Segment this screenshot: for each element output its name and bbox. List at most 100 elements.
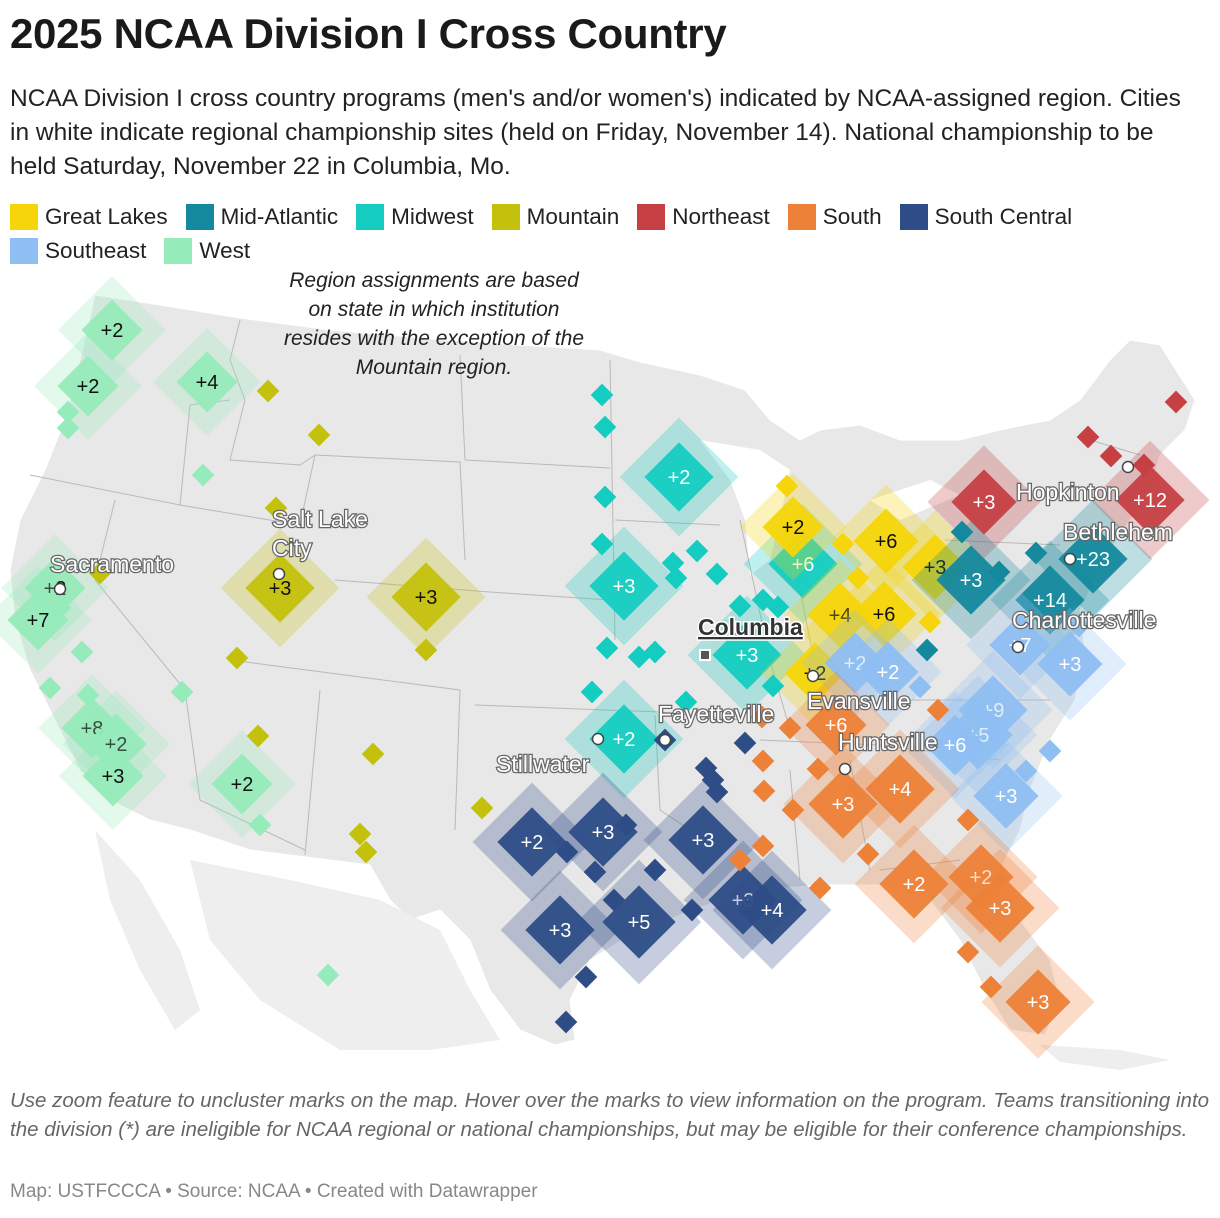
program-marker[interactable]: [908, 675, 932, 699]
program-marker[interactable]: [595, 636, 619, 660]
program-marker[interactable]: [926, 698, 950, 722]
program-marker[interactable]: [778, 716, 802, 740]
program-marker[interactable]: [1038, 739, 1062, 763]
cluster-marker[interactable]: +6: [901, 691, 1009, 799]
program-marker[interactable]: [583, 860, 607, 884]
program-marker[interactable]: [643, 858, 667, 882]
program-marker[interactable]: [750, 705, 774, 729]
program-marker[interactable]: [752, 779, 776, 803]
program-marker[interactable]: [554, 1010, 578, 1034]
program-marker[interactable]: [1164, 390, 1188, 414]
program-marker[interactable]: [316, 963, 340, 987]
program-marker[interactable]: [307, 423, 331, 447]
legend-item[interactable]: Southeast: [10, 238, 146, 264]
program-marker[interactable]: [705, 780, 729, 804]
cluster-marker[interactable]: +2: [188, 730, 296, 838]
program-marker[interactable]: [751, 834, 775, 858]
legend-item[interactable]: West: [164, 238, 250, 264]
program-marker[interactable]: [685, 539, 709, 563]
program-marker[interactable]: [806, 757, 830, 781]
program-marker[interactable]: [775, 474, 799, 498]
program-marker[interactable]: [348, 822, 372, 846]
program-marker[interactable]: [590, 383, 614, 407]
program-marker[interactable]: [574, 965, 598, 989]
program-marker[interactable]: [1014, 759, 1038, 783]
cluster-marker[interactable]: +6: [782, 671, 890, 779]
program-marker[interactable]: [590, 532, 614, 556]
program-marker[interactable]: [643, 640, 667, 664]
cluster-marker[interactable]: +12: [1090, 440, 1210, 560]
legend-item[interactable]: Midwest: [356, 204, 474, 230]
program-marker[interactable]: [761, 674, 785, 698]
program-marker[interactable]: [70, 640, 94, 664]
program-marker[interactable]: [766, 595, 790, 619]
program-marker[interactable]: [664, 566, 688, 590]
program-marker[interactable]: [593, 485, 617, 509]
program-marker[interactable]: [593, 415, 617, 439]
cluster-marker[interactable]: +2: [834, 618, 942, 726]
program-marker[interactable]: [354, 840, 378, 864]
cluster-marker[interactable]: +3: [543, 772, 663, 892]
program-marker[interactable]: [1132, 453, 1156, 477]
program-marker[interactable]: [956, 808, 980, 832]
cluster-marker[interactable]: +3: [940, 848, 1060, 968]
program-marker[interactable]: [88, 561, 112, 585]
cluster-marker[interactable]: +3: [59, 722, 167, 830]
program-marker[interactable]: [808, 876, 832, 900]
program-marker[interactable]: [915, 638, 939, 662]
legend-item[interactable]: Mountain: [491, 204, 619, 230]
program-marker[interactable]: [555, 840, 579, 864]
program-marker[interactable]: [470, 796, 494, 820]
program-marker[interactable]: [264, 496, 288, 520]
program-marker[interactable]: [987, 560, 1011, 584]
program-marker[interactable]: [705, 562, 729, 586]
program-marker[interactable]: [614, 813, 638, 837]
legend-item[interactable]: Northeast: [637, 204, 770, 230]
cluster-marker[interactable]: +4: [840, 729, 960, 849]
program-marker[interactable]: [602, 888, 626, 912]
program-marker[interactable]: [674, 690, 698, 714]
program-marker[interactable]: [918, 610, 942, 634]
program-marker[interactable]: [256, 379, 280, 403]
program-marker[interactable]: [680, 898, 704, 922]
program-marker[interactable]: [733, 731, 757, 755]
cluster-marker[interactable]: +2: [619, 417, 739, 537]
program-marker[interactable]: [781, 798, 805, 822]
legend-item[interactable]: South: [787, 204, 882, 230]
cluster-marker[interactable]: +3: [564, 526, 684, 646]
program-markers[interactable]: +2+2+4+2+7+8+2+3+2+3+3+2+3+6+3+2+2+6+3+4…: [0, 276, 1210, 1059]
cluster-marker[interactable]: +3: [500, 870, 620, 990]
legend-item[interactable]: Mid-Atlantic: [185, 204, 338, 230]
program-marker[interactable]: [728, 594, 752, 618]
program-marker[interactable]: [831, 532, 855, 556]
program-marker[interactable]: [846, 566, 870, 590]
cluster-marker[interactable]: +3: [643, 780, 763, 900]
cluster-marker[interactable]: +2: [854, 824, 974, 944]
cluster-marker[interactable]: +2: [58, 276, 166, 384]
cluster-marker[interactable]: +2: [564, 679, 684, 799]
program-marker[interactable]: [856, 842, 880, 866]
program-marker[interactable]: [580, 680, 604, 704]
cluster-marker[interactable]: +3: [220, 528, 340, 648]
legend-item[interactable]: Great Lakes: [10, 204, 168, 230]
program-marker[interactable]: [1024, 541, 1048, 565]
cluster-marker[interactable]: +4: [153, 328, 261, 436]
program-marker[interactable]: [956, 940, 980, 964]
program-marker[interactable]: [950, 520, 974, 544]
legend-item[interactable]: South Central: [899, 204, 1072, 230]
cluster-marker[interactable]: +3: [366, 537, 486, 657]
cluster-marker[interactable]: +2: [472, 782, 592, 902]
program-marker[interactable]: [414, 638, 438, 662]
program-marker[interactable]: [661, 551, 685, 575]
program-marker[interactable]: [728, 848, 752, 872]
program-marker[interactable]: [1067, 614, 1091, 638]
cluster-marker[interactable]: +3: [911, 520, 1031, 640]
program-marker[interactable]: [751, 749, 775, 773]
cluster-marker[interactable]: +4: [712, 850, 832, 970]
program-marker[interactable]: [1076, 425, 1100, 449]
program-marker[interactable]: [76, 683, 100, 707]
program-marker[interactable]: [361, 742, 385, 766]
program-marker[interactable]: [1099, 444, 1123, 468]
cluster-marker[interactable]: +2: [739, 473, 847, 581]
